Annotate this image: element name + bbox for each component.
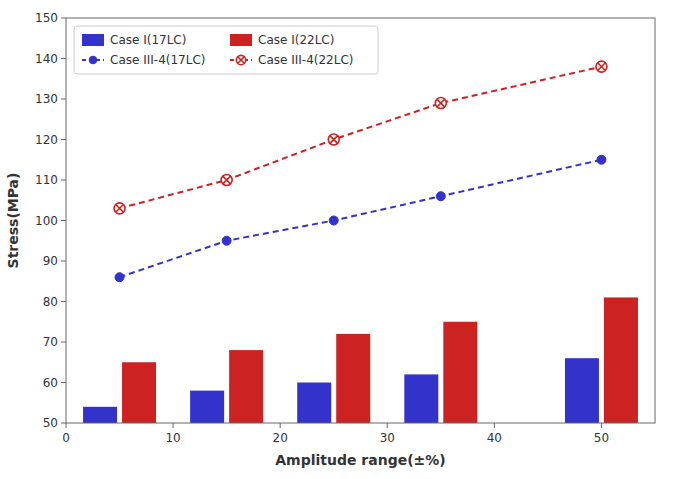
x-tick: [66, 423, 67, 428]
bar: [336, 334, 370, 423]
marker-circle: [114, 203, 125, 214]
marker-circle: [435, 98, 446, 109]
y-tick-label: 50: [43, 416, 58, 430]
legend-item: Case I(17LC): [82, 33, 186, 47]
marker-circle: [236, 55, 245, 64]
y-tick-label: 90: [43, 254, 58, 268]
y-tick-label: 110: [35, 173, 58, 187]
marker-circle: [89, 56, 97, 64]
y-tick-label: 80: [43, 295, 58, 309]
bar: [190, 391, 224, 423]
marker: [221, 175, 232, 186]
marker: [596, 61, 607, 72]
marker-cross: [223, 176, 231, 184]
marker-circle: [222, 236, 231, 245]
marker-circle: [596, 61, 607, 72]
marker: [115, 273, 124, 282]
bar: [229, 350, 263, 423]
marker-circle: [329, 216, 338, 225]
y-tick-label: 140: [35, 52, 58, 66]
y-tick: [61, 18, 66, 19]
y-tick-label: 100: [35, 214, 58, 228]
marker: [114, 203, 125, 214]
axes: 50 60 70 80 90 100 110 120 130 140 150 0 10 20 30 40 50: [35, 11, 609, 445]
marker-circle: [597, 155, 606, 164]
y-tick-label: 120: [35, 133, 58, 147]
marker-circle: [221, 175, 232, 186]
x-tick: [173, 423, 174, 428]
marker-circle: [328, 134, 339, 145]
x-tick-label: 20: [273, 431, 288, 445]
bar: [443, 322, 477, 423]
line: [120, 67, 602, 209]
legend-box: [74, 26, 378, 74]
bar: [83, 407, 117, 423]
x-tick: [387, 423, 388, 428]
marker: [222, 236, 231, 245]
legend-marker: [89, 56, 97, 64]
bar: [565, 358, 599, 423]
x-tick-label: 30: [380, 431, 395, 445]
bar: [404, 374, 438, 423]
y-tick-label: 70: [43, 335, 58, 349]
x-axis-label: Amplitude range(±%): [275, 452, 445, 468]
legend-item: Case III-4(22LC): [230, 53, 353, 67]
plot-frame: [66, 18, 655, 423]
line-series: [114, 61, 607, 214]
marker-circle: [436, 192, 445, 201]
y-tick: [61, 301, 66, 302]
bar: [122, 362, 156, 423]
y-tick: [61, 139, 66, 140]
y-tick-label: 150: [35, 11, 58, 25]
marker-cross: [598, 63, 606, 71]
x-tick: [601, 423, 602, 428]
marker-cross: [330, 136, 338, 144]
marker-cross: [437, 99, 445, 107]
bar: [297, 383, 331, 424]
x-tick-label: 40: [487, 431, 502, 445]
line: [120, 160, 602, 277]
legend-label: Case I(22LC): [258, 33, 334, 47]
marker-cross: [238, 57, 245, 64]
marker: [329, 216, 338, 225]
legend-item: Case III-4(17LC): [82, 53, 205, 67]
bar: [604, 297, 638, 423]
x-tick-label: 10: [165, 431, 180, 445]
y-tick-label: 60: [43, 376, 58, 390]
legend-label: Case III-4(22LC): [258, 53, 353, 67]
marker: [328, 134, 339, 145]
legend-swatch: [82, 34, 104, 46]
x-tick: [280, 423, 281, 428]
y-tick: [61, 180, 66, 181]
y-tick-label: 130: [35, 92, 58, 106]
x-tick-label: 0: [62, 431, 70, 445]
legend-label: Case I(17LC): [110, 33, 186, 47]
y-axis-label: Stress(MPa): [5, 173, 21, 269]
y-tick: [61, 382, 66, 383]
marker-cross: [116, 205, 124, 213]
y-tick: [61, 342, 66, 343]
legend-marker: [236, 55, 245, 64]
marker: [436, 192, 445, 201]
chart: 50 60 70 80 90 100 110 120 130 140 150 0 10 20 30 40 50 A…: [0, 0, 677, 479]
x-tick-label: 50: [594, 431, 609, 445]
marks: [83, 61, 638, 423]
marker: [435, 98, 446, 109]
x-tick: [494, 423, 495, 428]
y-tick: [61, 423, 66, 424]
y-tick: [61, 220, 66, 221]
legend-label: Case III-4(17LC): [110, 53, 205, 67]
legend: Case I(17LC) Case I(22LC) Case III-4(17LC)…: [74, 26, 378, 74]
line-series: [115, 155, 606, 281]
marker: [597, 155, 606, 164]
legend-swatch: [230, 34, 252, 46]
y-tick: [61, 261, 66, 262]
y-tick: [61, 99, 66, 100]
legend-item: Case I(22LC): [230, 33, 334, 47]
y-tick: [61, 58, 66, 59]
bar-series: [122, 297, 638, 423]
marker-circle: [115, 273, 124, 282]
